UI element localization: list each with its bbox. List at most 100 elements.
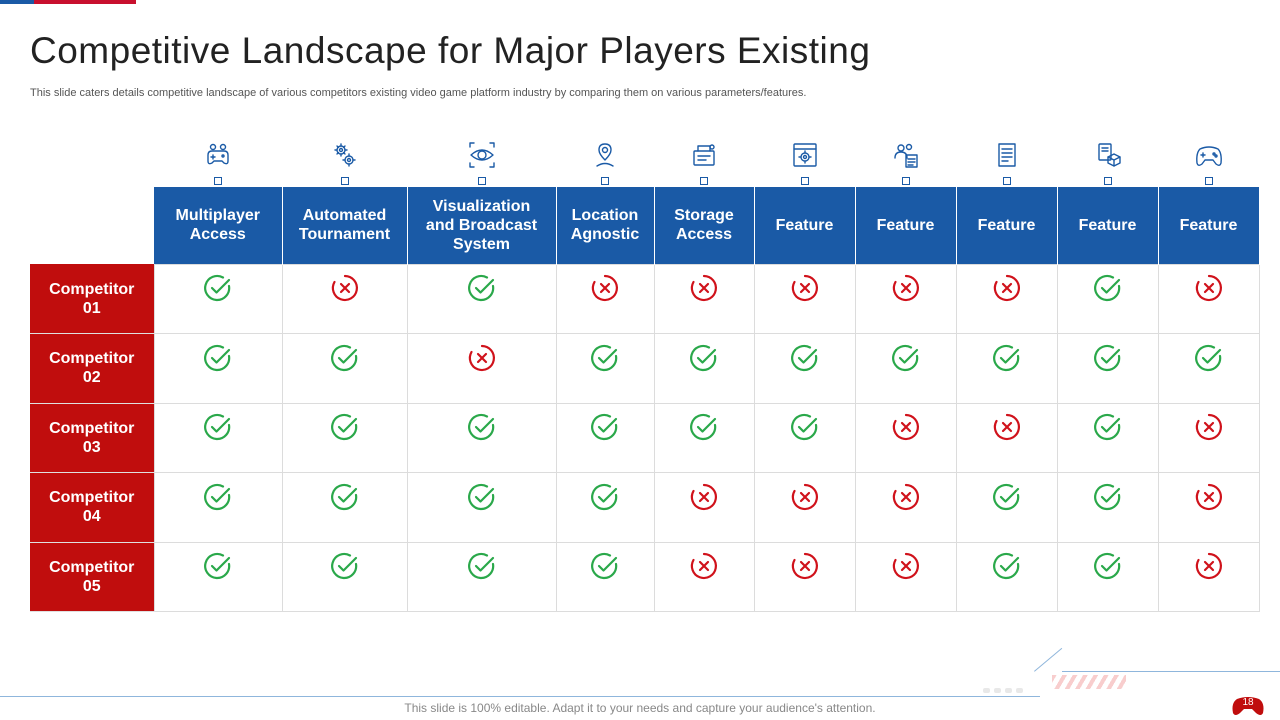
check-circle-icon — [1093, 412, 1123, 442]
column-marker — [601, 177, 609, 185]
table-cell — [555, 472, 655, 543]
x-circle-icon — [330, 273, 360, 303]
table-cell — [153, 263, 283, 334]
table-cell — [1157, 472, 1260, 543]
device-cube-icon — [1088, 138, 1128, 172]
table-cell — [753, 333, 856, 404]
controller-icon — [1189, 138, 1229, 172]
settings-window-icon — [785, 138, 825, 172]
table-cell — [955, 541, 1058, 612]
x-circle-icon — [1194, 551, 1224, 581]
team-document-icon — [886, 138, 926, 172]
column-marker — [700, 177, 708, 185]
check-circle-icon — [1194, 343, 1224, 373]
check-circle-icon — [330, 343, 360, 373]
column-marker — [340, 177, 349, 185]
table-cell — [955, 263, 1058, 334]
storage-device-icon — [684, 138, 724, 172]
page-number: 18 — [1242, 696, 1254, 708]
table-cell — [1157, 333, 1260, 404]
check-circle-icon — [1093, 273, 1123, 303]
x-circle-icon — [891, 273, 921, 303]
page-title: Competitive Landscape for Major Players … — [30, 30, 871, 71]
x-circle-icon — [590, 273, 620, 303]
column-marker — [1103, 177, 1112, 185]
x-circle-icon — [1194, 482, 1224, 512]
column-marker — [1204, 177, 1213, 185]
table-cell — [753, 402, 856, 473]
column-header: Storage Access — [654, 187, 755, 264]
x-circle-icon — [467, 343, 497, 373]
table-cell — [854, 263, 957, 334]
column-header: Multiplayer Access — [154, 187, 283, 264]
eye-scan-icon — [462, 138, 502, 172]
table-row: Competitor 03 — [30, 402, 1260, 473]
table-cell — [281, 472, 408, 543]
comparison-table: Multiplayer Access Automated Tournament Vi… — [30, 187, 1260, 612]
check-circle-icon — [689, 343, 719, 373]
x-circle-icon — [689, 551, 719, 581]
accent-bar-blue — [0, 0, 34, 4]
check-circle-icon — [203, 412, 233, 442]
table-cell — [653, 402, 755, 473]
table-cell — [753, 263, 856, 334]
table-cell — [281, 541, 408, 612]
page-subtitle: This slide caters details competitive la… — [30, 87, 807, 99]
x-circle-icon — [790, 273, 820, 303]
table-cell — [1056, 263, 1159, 334]
check-circle-icon — [590, 343, 620, 373]
table-cell — [854, 472, 957, 543]
table-row: Competitor 05 — [30, 541, 1260, 612]
check-circle-icon — [1093, 343, 1123, 373]
row-header: Competitor 03 — [30, 403, 154, 473]
x-circle-icon — [1194, 273, 1224, 303]
check-circle-icon — [1093, 551, 1123, 581]
table-cell — [555, 333, 655, 404]
table-cell — [281, 333, 408, 404]
table-cell — [753, 541, 856, 612]
table-cell — [1157, 541, 1260, 612]
table-row: Competitor 04 — [30, 472, 1260, 543]
table-cell — [1056, 541, 1159, 612]
check-circle-icon — [1093, 482, 1123, 512]
decorative-stripes — [1052, 675, 1126, 689]
gears-icon — [325, 138, 365, 172]
table-cell — [406, 333, 557, 404]
row-header: Competitor 05 — [30, 542, 154, 612]
table-cell — [281, 402, 408, 473]
table-cell — [406, 263, 557, 334]
table-header-row: Multiplayer Access Automated Tournament Vi… — [30, 187, 1260, 264]
gamepad-players-icon — [198, 138, 238, 172]
check-circle-icon — [992, 482, 1022, 512]
table-cell — [854, 333, 957, 404]
table-cell — [281, 263, 408, 334]
check-circle-icon — [689, 412, 719, 442]
check-circle-icon — [203, 273, 233, 303]
check-circle-icon — [590, 412, 620, 442]
column-marker — [901, 177, 910, 185]
table-cell — [955, 402, 1058, 473]
column-marker — [1002, 177, 1011, 185]
table-cell — [1157, 402, 1260, 473]
row-header: Competitor 01 — [30, 264, 154, 334]
x-circle-icon — [992, 412, 1022, 442]
column-header: Feature — [956, 187, 1058, 264]
check-circle-icon — [467, 412, 497, 442]
table-cell — [555, 402, 655, 473]
table-cell — [653, 472, 755, 543]
column-marker — [214, 177, 222, 185]
column-marker — [477, 177, 486, 185]
check-circle-icon — [330, 412, 360, 442]
footer-divider-slant — [1034, 647, 1063, 672]
check-circle-icon — [992, 343, 1022, 373]
column-marker — [800, 177, 809, 185]
x-circle-icon — [891, 551, 921, 581]
column-header: Visualization and Broadcast System — [407, 187, 557, 264]
table-cell — [1056, 402, 1159, 473]
check-circle-icon — [467, 482, 497, 512]
footer-note: This slide is 100% editable. Adapt it to… — [404, 701, 876, 715]
table-cell — [854, 541, 957, 612]
x-circle-icon — [891, 482, 921, 512]
check-circle-icon — [790, 412, 820, 442]
table-cell — [555, 263, 655, 334]
